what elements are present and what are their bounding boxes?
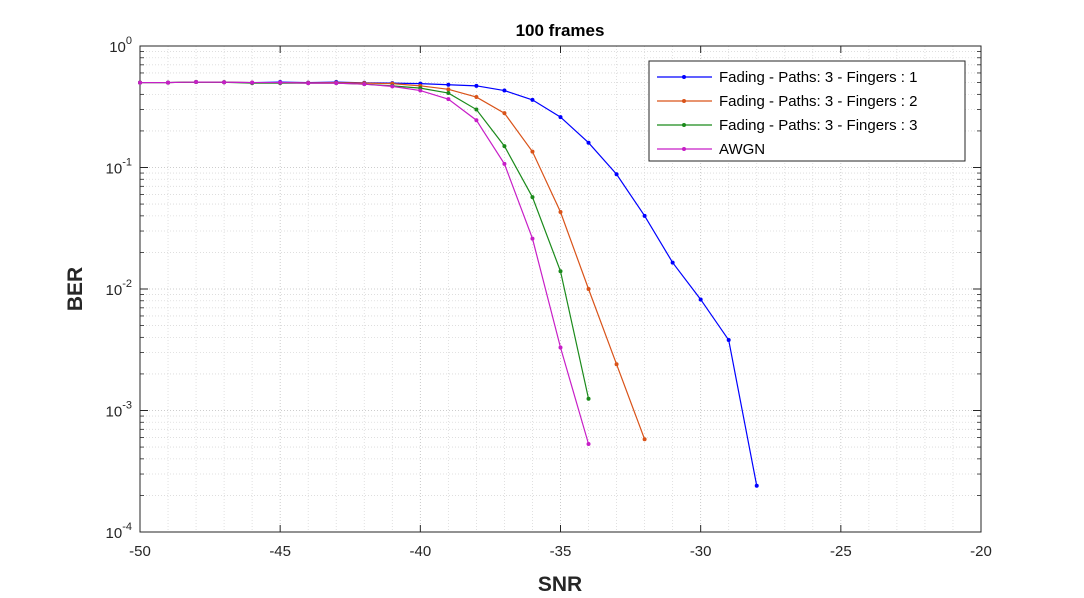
y-tick-label: 10-1 [106,157,132,178]
series-layer [138,80,759,488]
x-tick-label: -50 [129,543,151,560]
chart-title: 100 frames [516,21,605,40]
y-tick-label: 10-2 [106,278,132,299]
y-axis-title: BER [64,267,87,311]
data-point [446,91,451,96]
data-point [474,83,479,88]
data-point [446,87,451,92]
data-point [530,195,535,200]
legend-marker [682,123,686,127]
data-point [502,111,507,116]
legend-box [648,60,966,162]
legend-marker [682,99,686,103]
data-point [502,161,507,166]
data-point [138,80,142,85]
x-tick-label: -40 [409,543,431,560]
x-tick-label: -30 [690,543,712,560]
data-point [642,213,647,218]
legend-label: AWGN [719,141,765,158]
data-point [670,260,675,265]
series-line [140,81,590,399]
data-point [418,88,423,93]
y-tick-labels: 100 10-1 10-2 10-3 10-4 [106,35,132,542]
data-point [194,80,199,85]
data-point [334,81,339,86]
data-point [586,140,591,145]
data-point [166,80,171,85]
series-4 [138,80,591,447]
data-point [642,437,647,442]
data-point [446,97,451,102]
data-point [222,80,227,85]
data-point [530,236,535,241]
data-point [558,345,563,350]
legend-label: Fading - Paths: 3 - Fingers : 1 [719,69,917,86]
x-tick-label: -20 [970,543,992,560]
data-point [586,287,591,291]
legend-label: Fading - Paths: 3 - Fingers : 2 [719,93,917,110]
data-point [614,362,619,367]
y-tick-label: 100 [109,35,132,56]
data-point [474,107,479,112]
legend-entry: AWGN [657,141,765,158]
data-point [558,115,563,120]
legend-entry: Fading - Paths: 3 - Fingers : 2 [657,93,917,110]
x-tick-labels: -50 -45 -40 -35 -30 -25 -20 [129,543,992,560]
data-point [362,82,367,87]
y-tick-label: 10-3 [106,400,132,421]
chart-legend: Fading - Paths: 3 - Fingers : 1 Fading - … [648,60,966,162]
legend-marker [682,75,686,79]
y-tick-label: 10-4 [106,521,132,542]
data-point [586,396,591,401]
data-point [390,84,395,89]
data-point [474,118,479,123]
data-point [558,210,563,215]
data-point [558,269,563,274]
data-point [698,297,703,302]
data-point [754,483,759,488]
data-point [530,149,535,154]
data-point [726,338,731,343]
x-axis-title: SNR [538,573,582,596]
legend-entry: Fading - Paths: 3 - Fingers : 1 [657,69,917,86]
data-point [250,80,255,85]
data-point [502,88,507,93]
data-point [502,144,507,149]
data-point [586,442,591,447]
legend-label: Fading - Paths: 3 - Fingers : 3 [719,117,917,134]
legend-marker [682,147,686,151]
x-tick-label: -25 [830,543,852,560]
data-point [446,82,451,87]
x-tick-label: -35 [550,543,572,560]
data-point [474,95,479,100]
series-2 [138,80,647,442]
data-point [530,97,535,102]
data-point [278,80,283,85]
x-tick-label: -45 [269,543,291,560]
data-point [614,172,619,177]
axis-ticks [139,45,982,533]
data-point [306,81,311,86]
legend-entry: Fading - Paths: 3 - Fingers : 3 [657,117,917,134]
